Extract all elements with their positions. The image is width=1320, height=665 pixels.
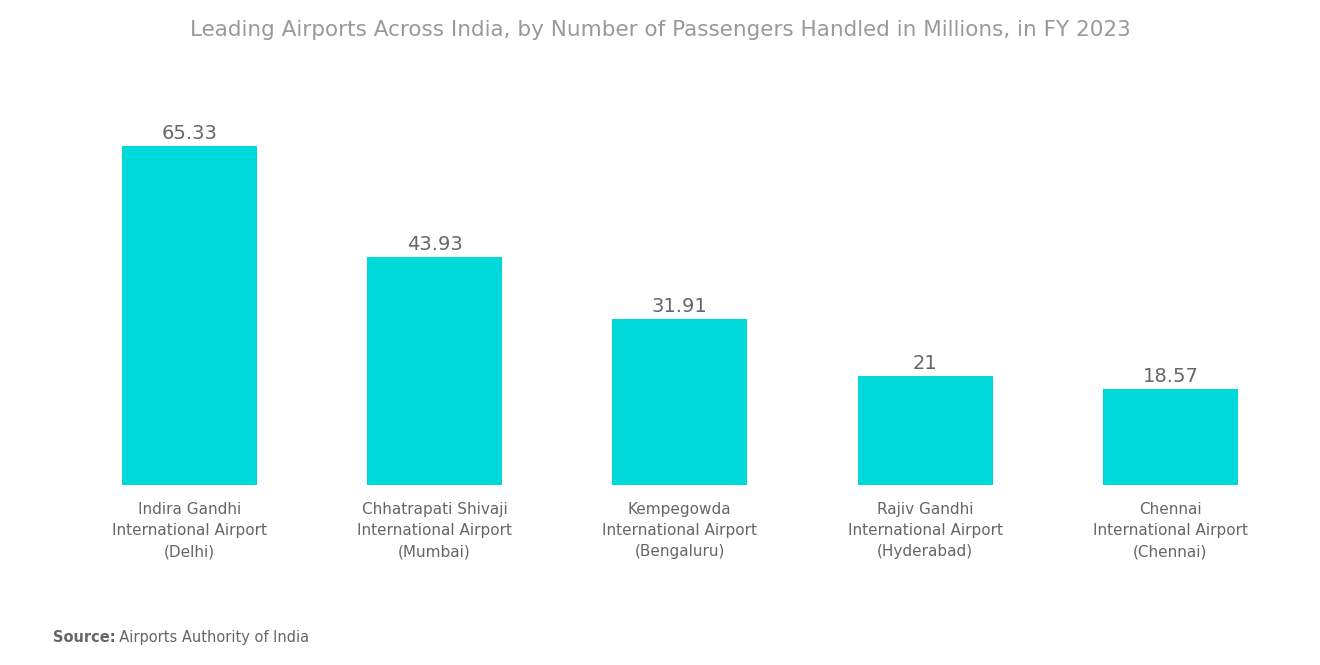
Bar <box>367 257 502 485</box>
Bar <box>612 319 747 485</box>
Bar <box>858 376 993 485</box>
Text: Leading Airports Across India, by Number of Passengers Handled in Millions, in F: Leading Airports Across India, by Number… <box>190 20 1130 40</box>
Bar <box>121 146 256 485</box>
Text: 31.91: 31.91 <box>652 297 708 317</box>
Text: 43.93: 43.93 <box>407 235 462 254</box>
Text: Source:: Source: <box>53 630 115 645</box>
Text: 21: 21 <box>912 354 937 373</box>
Text: 18.57: 18.57 <box>1142 367 1199 386</box>
Text: 65.33: 65.33 <box>161 124 218 142</box>
Bar <box>1104 389 1238 485</box>
Text: Airports Authority of India: Airports Authority of India <box>110 630 309 645</box>
